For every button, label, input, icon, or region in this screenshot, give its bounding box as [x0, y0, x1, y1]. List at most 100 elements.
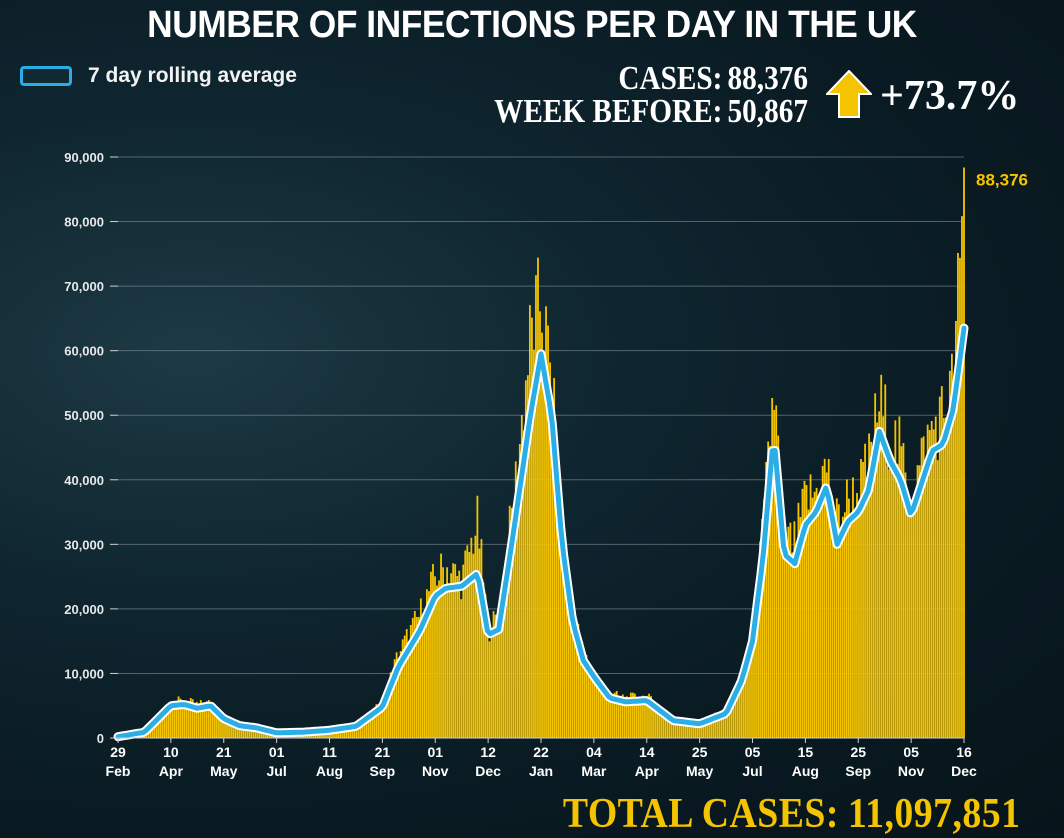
- daily-case-bar: [207, 700, 210, 738]
- daily-case-bar: [745, 653, 747, 738]
- daily-case-bar: [541, 332, 543, 738]
- daily-case-bar: [914, 504, 917, 738]
- daily-case-bar: [811, 497, 814, 738]
- daily-case-bar: [710, 716, 713, 738]
- daily-case-bar: [571, 605, 574, 738]
- daily-case-bar: [894, 420, 897, 738]
- daily-case-bar: [589, 670, 592, 738]
- daily-case-bar: [807, 509, 810, 738]
- daily-case-bar: [397, 660, 400, 738]
- daily-case-bar: [860, 459, 862, 738]
- daily-case-bar: [716, 717, 719, 738]
- daily-case-bar: [953, 393, 955, 738]
- daily-case-bar: [432, 563, 434, 738]
- daily-case-bar: [886, 464, 889, 738]
- daily-case-bar: [658, 706, 661, 738]
- daily-case-bar: [880, 374, 883, 738]
- daily-case-bar: [248, 727, 251, 738]
- daily-case-bar: [692, 720, 695, 738]
- daily-case-bar: [936, 460, 939, 738]
- daily-case-bar: [387, 682, 390, 738]
- daily-case-bar: [930, 421, 933, 738]
- daily-case-bar: [730, 696, 733, 738]
- x-tick-month-label: Mar: [581, 763, 606, 779]
- daily-case-bar: [484, 594, 487, 738]
- total-cases-label: TOTAL CASES:: [562, 791, 839, 837]
- daily-case-bar: [452, 563, 455, 738]
- daily-case-bar: [553, 377, 556, 738]
- daily-case-bar: [753, 599, 755, 738]
- daily-case-bar: [660, 707, 663, 738]
- daily-case-bar: [839, 531, 842, 738]
- daily-case-bar: [419, 598, 422, 738]
- daily-case-bar: [167, 706, 170, 738]
- daily-case-bar: [874, 393, 877, 738]
- daily-case-bar: [617, 695, 620, 738]
- daily-case-bar: [591, 669, 594, 738]
- daily-case-bar: [638, 700, 640, 738]
- daily-case-bar: [743, 665, 745, 738]
- daily-case-bar: [726, 703, 729, 738]
- x-tick-day-label: 21: [216, 744, 232, 760]
- daily-case-bar: [472, 553, 475, 738]
- daily-case-bar: [567, 566, 570, 738]
- daily-case-bar: [183, 701, 186, 738]
- y-tick-label: 60,000: [64, 344, 104, 359]
- daily-case-bar: [749, 642, 751, 738]
- daily-case-bar: [803, 480, 806, 738]
- x-tick-month-label: May: [686, 763, 713, 779]
- daily-case-bar: [765, 461, 768, 738]
- x-tick-day-label: 22: [533, 744, 549, 760]
- daily-case-bar: [222, 714, 224, 738]
- daily-case-bar: [379, 704, 382, 738]
- daily-case-bar: [191, 699, 194, 738]
- daily-case-bar: [181, 702, 184, 738]
- daily-case-bar: [668, 716, 671, 738]
- daily-case-bar: [417, 616, 420, 738]
- daily-case-bar: [843, 512, 846, 738]
- daily-case-bar: [736, 685, 739, 738]
- daily-case-bar: [783, 517, 786, 738]
- daily-case-bar: [510, 507, 513, 738]
- y-tick-label: 10,000: [64, 666, 104, 681]
- daily-case-bar: [436, 585, 438, 738]
- daily-case-bar: [411, 617, 414, 738]
- x-tick-day-label: 01: [269, 744, 285, 760]
- change-percentage: +73.7%: [880, 73, 1020, 119]
- daily-case-bar: [882, 416, 885, 738]
- daily-case-bar: [789, 522, 792, 738]
- daily-case-bar: [833, 513, 836, 738]
- x-tick-month-label: Dec: [475, 763, 501, 779]
- daily-case-bar: [652, 702, 654, 738]
- daily-case-bar: [793, 521, 796, 738]
- daily-case-bar: [246, 727, 249, 738]
- daily-case-bar: [187, 701, 190, 738]
- x-tick-day-label: 25: [692, 744, 708, 760]
- x-tick-month-label: Nov: [422, 763, 449, 779]
- daily-case-bar: [740, 666, 743, 738]
- daily-case-bar: [224, 717, 226, 738]
- daily-case-bar: [603, 684, 606, 738]
- line-layer: [113, 323, 969, 742]
- x-tick-day-label: 01: [427, 744, 443, 760]
- daily-case-bar: [446, 567, 449, 738]
- daily-case-bar: [841, 516, 844, 738]
- daily-case-bar: [619, 695, 622, 738]
- daily-case-bar: [468, 551, 471, 738]
- daily-case-bar: [827, 458, 830, 738]
- daily-case-bar: [470, 537, 473, 738]
- daily-case-bar: [537, 257, 539, 738]
- daily-case-bar: [238, 725, 241, 738]
- daily-case-bar: [708, 716, 711, 738]
- daily-case-bar: [636, 698, 638, 738]
- daily-case-bar: [672, 718, 675, 738]
- daily-case-bar: [769, 445, 772, 738]
- daily-case-bar: [496, 620, 499, 738]
- daily-case-bar: [430, 571, 432, 738]
- daily-case-bar: [738, 674, 741, 738]
- daily-case-bar: [226, 719, 228, 738]
- daily-case-bar: [795, 546, 798, 738]
- daily-case-bar: [351, 725, 354, 738]
- daily-case-bar: [201, 704, 204, 738]
- daily-case-bar: [189, 698, 192, 738]
